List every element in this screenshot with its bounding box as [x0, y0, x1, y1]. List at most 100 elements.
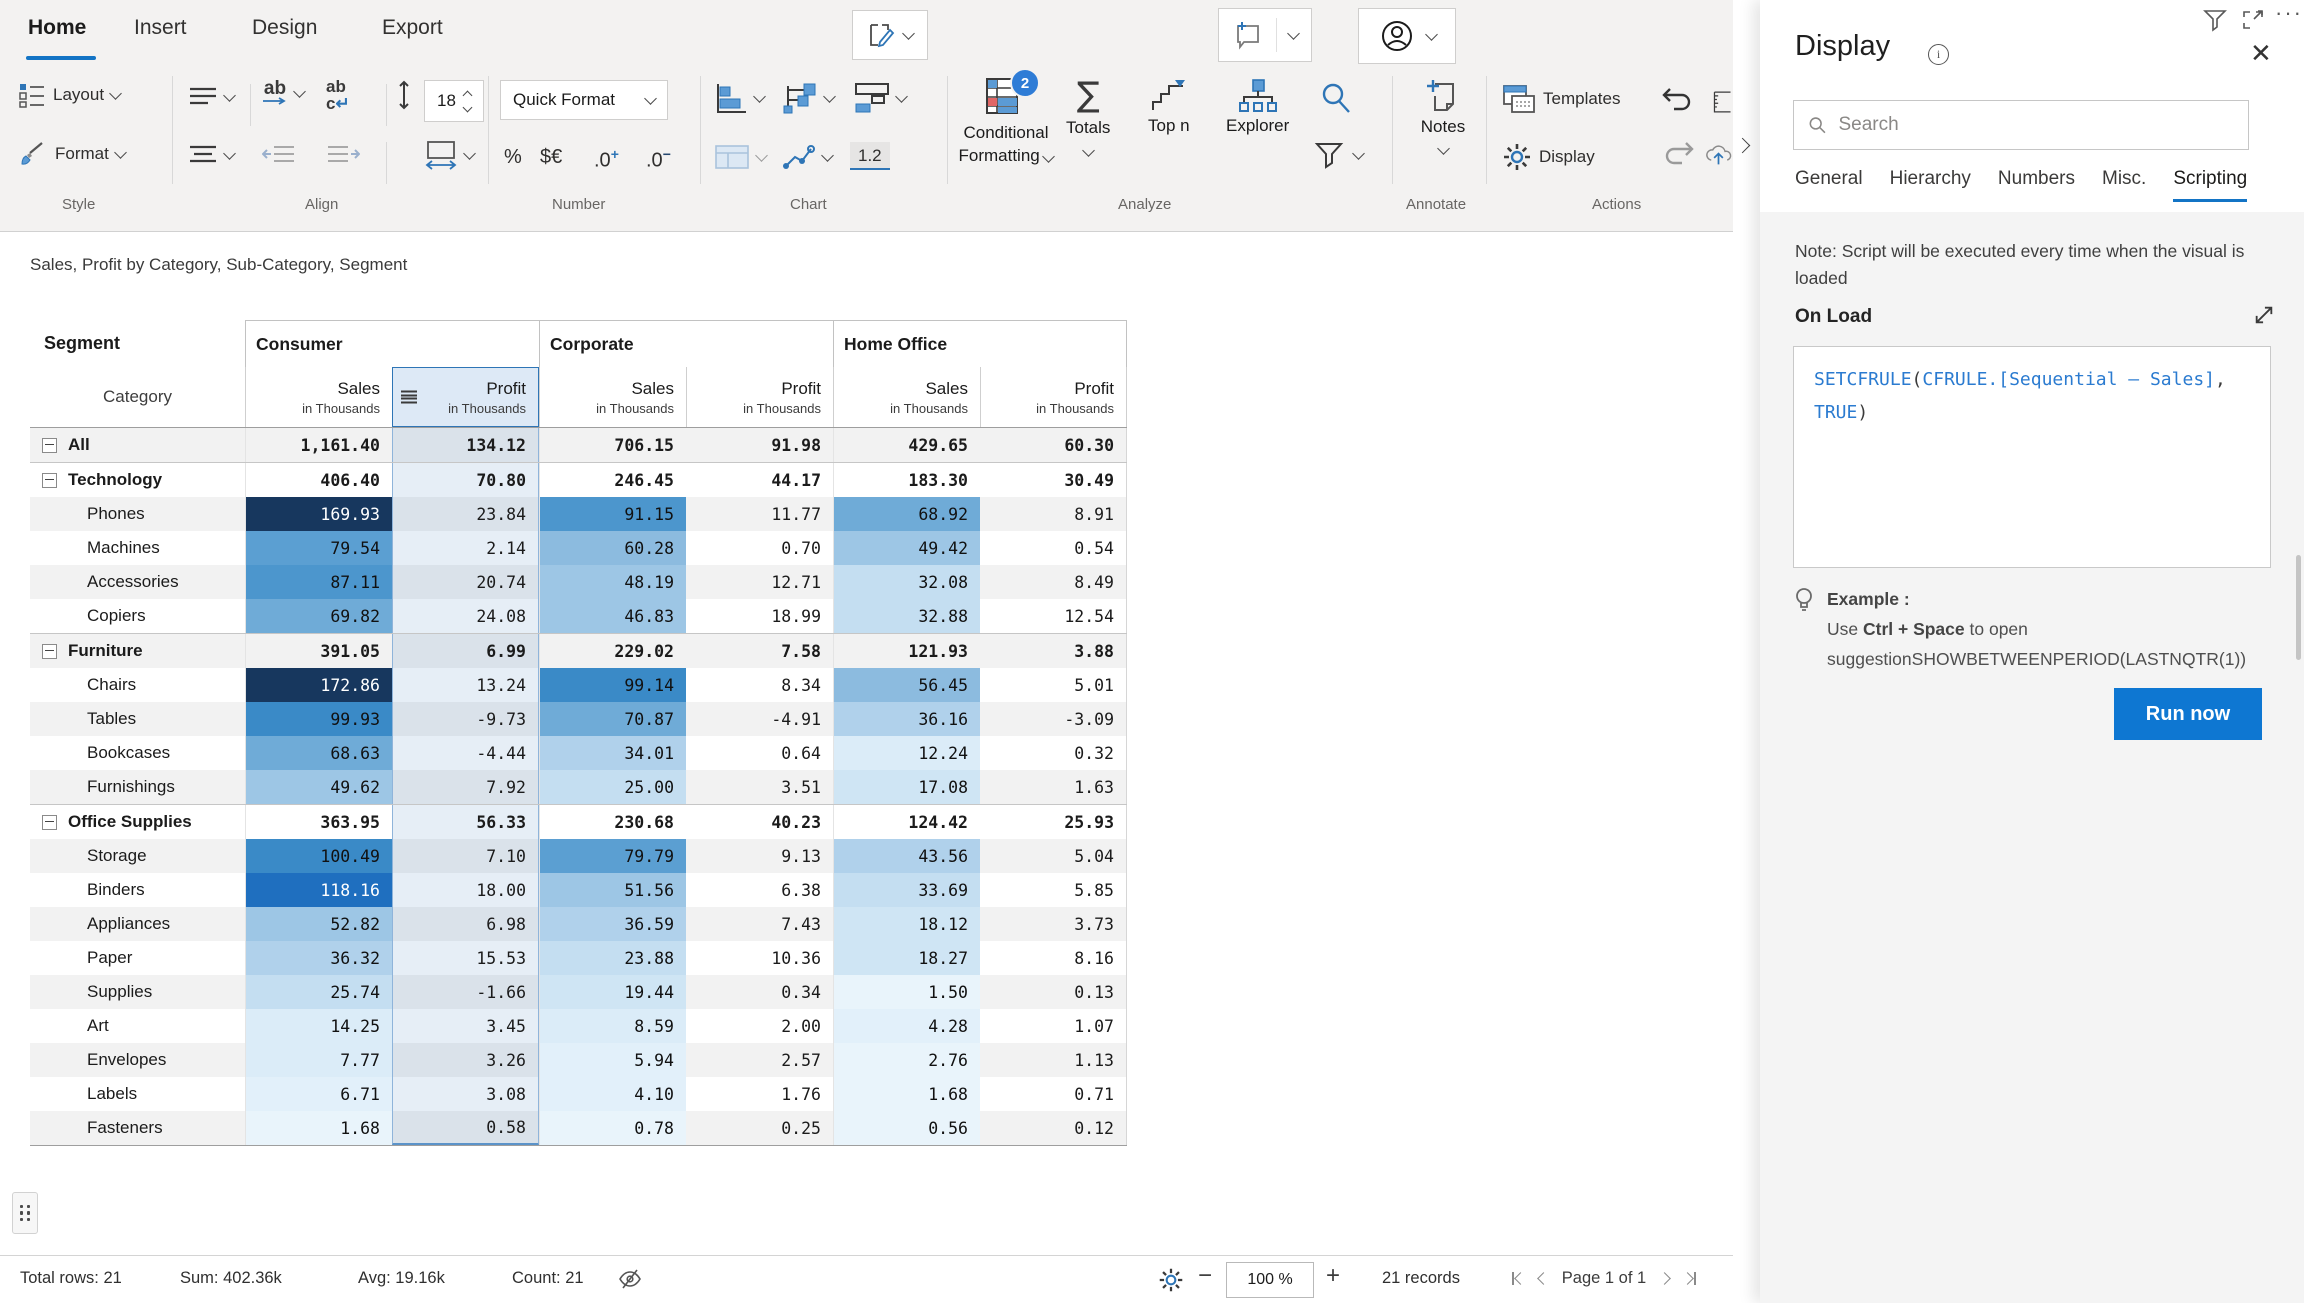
row-label[interactable]: Phones: [30, 497, 245, 531]
measure-header[interactable]: Salesin Thousands: [245, 367, 392, 427]
table-cell[interactable]: 32.08: [833, 565, 980, 599]
number-format-button[interactable]: 1.2: [850, 142, 890, 170]
measure-header[interactable]: Profitin Thousands: [392, 367, 539, 427]
table-cell[interactable]: 230.68: [539, 805, 686, 839]
collapse-icon[interactable]: [42, 473, 57, 488]
font-size-value[interactable]: 18: [437, 91, 456, 111]
panel-search[interactable]: [1793, 100, 2249, 150]
table-cell[interactable]: 18.12: [833, 907, 980, 941]
tab-misc[interactable]: Misc.: [2102, 168, 2146, 202]
row-label[interactable]: Envelopes: [30, 1043, 245, 1077]
format-button[interactable]: Format: [18, 140, 125, 168]
table-cell[interactable]: 5.94: [539, 1043, 686, 1077]
column-width-button[interactable]: [424, 140, 474, 170]
decrease-indent-button[interactable]: [262, 144, 296, 166]
table-cell[interactable]: 2.76: [833, 1043, 980, 1077]
table-cell[interactable]: 44.17: [686, 463, 833, 497]
table-cell[interactable]: 91.98: [686, 428, 833, 462]
display-button[interactable]: Display: [1502, 142, 1595, 172]
table-cell[interactable]: 5.85: [980, 873, 1127, 907]
table-cell[interactable]: 1.68: [833, 1077, 980, 1111]
table-cell[interactable]: -3.09: [980, 702, 1127, 736]
group-header[interactable]: Corporate: [539, 320, 833, 367]
table-cell[interactable]: 18.00: [392, 873, 539, 907]
horizontal-align-button[interactable]: [188, 144, 234, 166]
table-cell[interactable]: 69.82: [245, 599, 392, 633]
row-label[interactable]: Storage: [30, 839, 245, 873]
row-label[interactable]: Tables: [30, 702, 245, 736]
table-cell[interactable]: -4.91: [686, 702, 833, 736]
search-data-button[interactable]: [1318, 80, 1354, 116]
table-cell[interactable]: 49.62: [245, 770, 392, 804]
table-cell[interactable]: 51.56: [539, 873, 686, 907]
table-cell[interactable]: 15.53: [392, 941, 539, 975]
tab-numbers[interactable]: Numbers: [1998, 168, 2075, 202]
row-label[interactable]: Art: [30, 1009, 245, 1043]
redo-button[interactable]: [1660, 140, 1696, 170]
row-label[interactable]: Accessories: [30, 565, 245, 599]
table-cell[interactable]: 124.42: [833, 805, 980, 839]
zoom-in-button[interactable]: +: [1326, 1264, 1340, 1288]
table-cell[interactable]: 18.99: [686, 599, 833, 633]
decrease-icon[interactable]: [463, 102, 473, 112]
table-cell[interactable]: 2.57: [686, 1043, 833, 1077]
table-cell[interactable]: 23.84: [392, 497, 539, 531]
waterfall-chart-button[interactable]: [854, 82, 906, 114]
templates-button[interactable]: Templates: [1502, 84, 1620, 114]
table-cell[interactable]: 8.49: [980, 565, 1127, 599]
edit-mode-button[interactable]: [852, 10, 928, 60]
table-cell[interactable]: 1.13: [980, 1043, 1127, 1077]
table-cell[interactable]: 20.74: [392, 565, 539, 599]
table-cell[interactable]: 32.88: [833, 599, 980, 633]
table-cell[interactable]: 79.79: [539, 839, 686, 873]
row-label[interactable]: Appliances: [30, 907, 245, 941]
table-cell[interactable]: 4.10: [539, 1077, 686, 1111]
visual-filter-icon[interactable]: [2203, 8, 2227, 32]
table-cell[interactable]: 25.00: [539, 770, 686, 804]
group-header[interactable]: Consumer: [245, 320, 539, 367]
table-cell[interactable]: 52.82: [245, 907, 392, 941]
table-cell[interactable]: 3.51: [686, 770, 833, 804]
table-cell[interactable]: 6.99: [392, 634, 539, 668]
increase-icon[interactable]: [463, 90, 473, 100]
increase-indent-button[interactable]: [326, 144, 360, 166]
filter-button[interactable]: [1314, 140, 1363, 170]
table-cell[interactable]: 60.30: [980, 428, 1127, 462]
table-cell[interactable]: 0.13: [980, 975, 1127, 1009]
table-cell[interactable]: 229.02: [539, 634, 686, 668]
table-cell[interactable]: 0.70: [686, 531, 833, 565]
script-editor[interactable]: SETCFRULE(CFRULE.[Sequential – Sales],TR…: [1793, 346, 2271, 568]
row-label[interactable]: All: [30, 428, 245, 462]
table-cell[interactable]: 49.42: [833, 531, 980, 565]
vertical-align-button[interactable]: [188, 86, 234, 108]
info-icon[interactable]: i: [1928, 44, 1949, 65]
table-cell[interactable]: 429.65: [833, 428, 980, 462]
notes-button[interactable]: Notes: [1408, 78, 1478, 158]
table-settings-button[interactable]: [1158, 1267, 1184, 1293]
row-label[interactable]: Binders: [30, 873, 245, 907]
table-cell[interactable]: 56.45: [833, 668, 980, 702]
tab-hierarchy[interactable]: Hierarchy: [1890, 168, 1971, 202]
table-cell[interactable]: 363.95: [245, 805, 392, 839]
table-cell[interactable]: 43.56: [833, 839, 980, 873]
row-label[interactable]: Technology: [30, 463, 245, 497]
table-cell[interactable]: 706.15: [539, 428, 686, 462]
increase-decimal-button[interactable]: .0+: [594, 146, 619, 173]
search-input[interactable]: [1836, 113, 2234, 137]
table-cell[interactable]: 70.80: [392, 463, 539, 497]
percent-format-button[interactable]: %: [504, 146, 522, 169]
table-cell[interactable]: 48.19: [539, 565, 686, 599]
table-cell[interactable]: 0.34: [686, 975, 833, 1009]
table-cell[interactable]: 60.28: [539, 531, 686, 565]
next-page-button[interactable]: [1660, 1274, 1669, 1283]
zoom-level-input[interactable]: 100 %: [1226, 1262, 1314, 1298]
row-label[interactable]: Bookcases: [30, 736, 245, 770]
layout-button[interactable]: Layout: [18, 82, 120, 108]
publish-button[interactable]: [1704, 138, 1733, 172]
panel-collapse-button[interactable]: [1737, 138, 1748, 156]
table-cell[interactable]: 70.87: [539, 702, 686, 736]
table-cell[interactable]: 3.45: [392, 1009, 539, 1043]
table-cell[interactable]: 6.98: [392, 907, 539, 941]
table-cell[interactable]: 5.01: [980, 668, 1127, 702]
table-cell[interactable]: -1.66: [392, 975, 539, 1009]
